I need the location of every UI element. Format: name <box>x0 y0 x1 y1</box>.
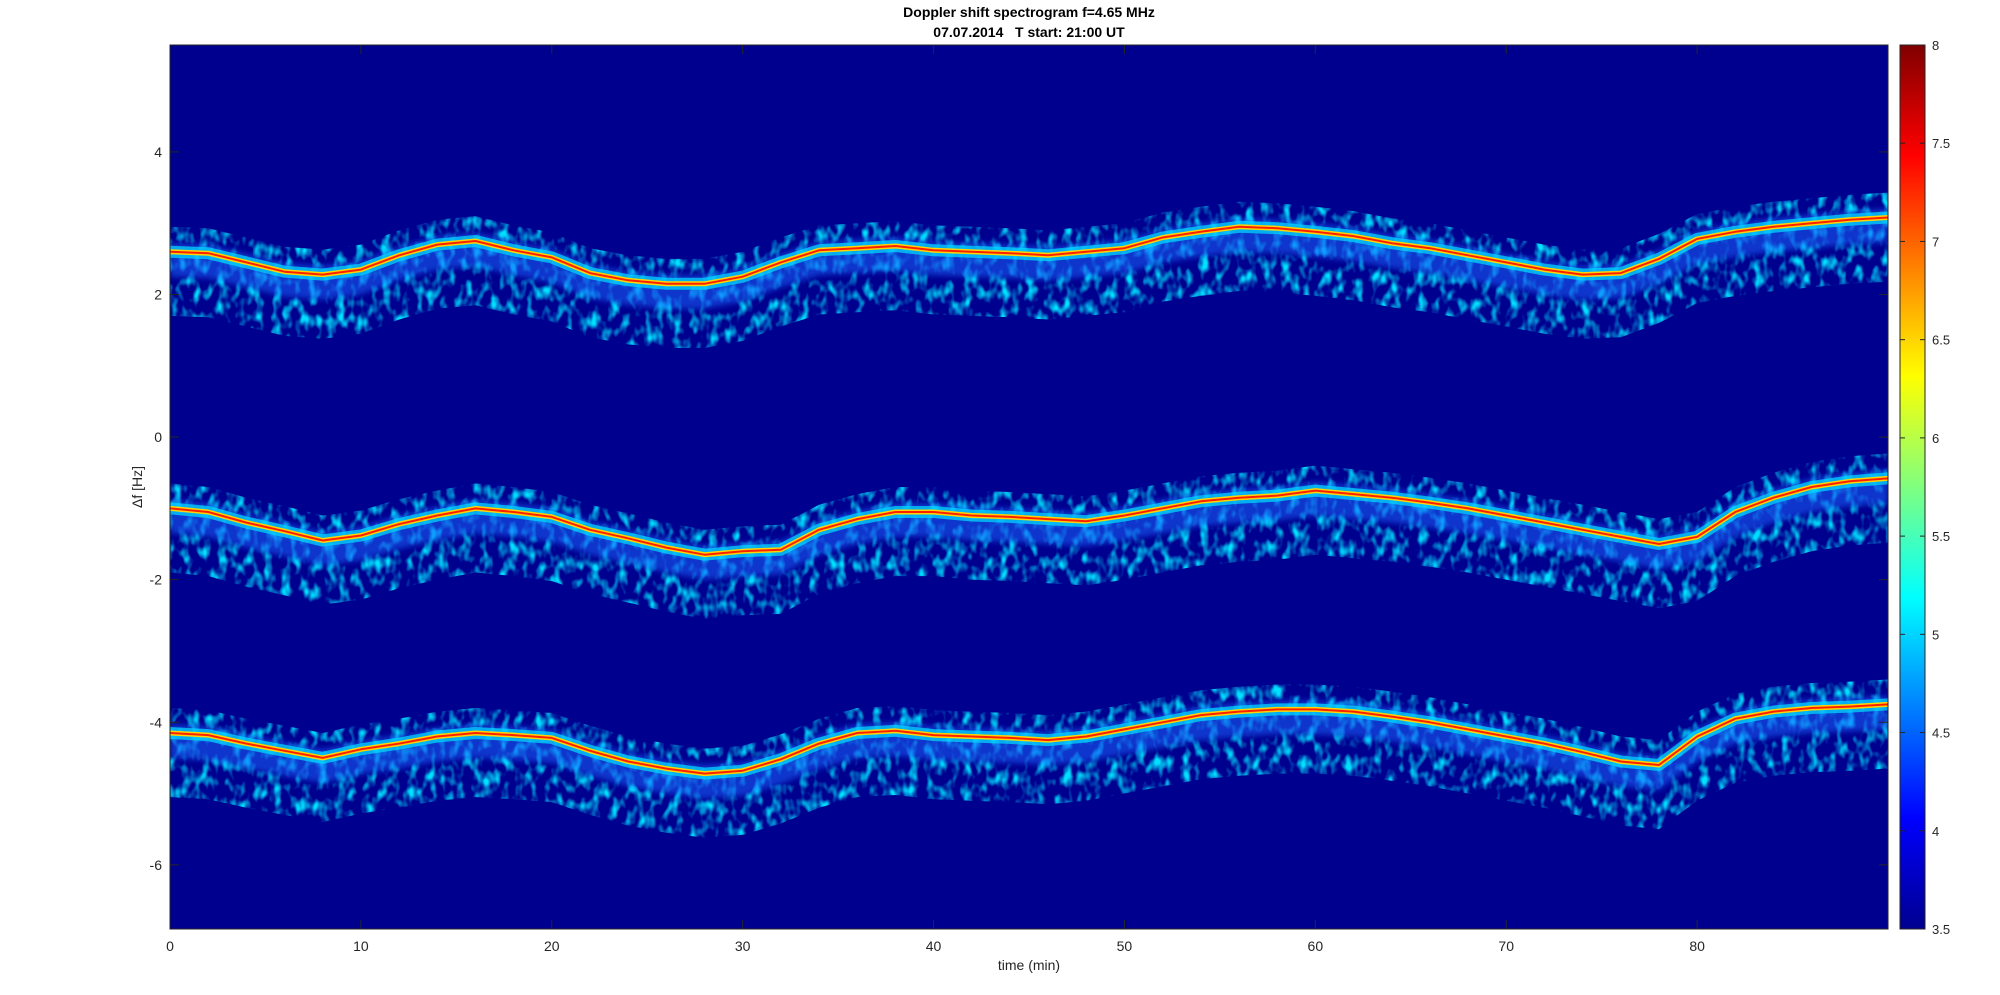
trace-1-halo <box>170 469 1888 580</box>
trace-2-peak <box>170 703 1888 775</box>
y-tick-label-1: -4 <box>150 714 163 730</box>
colorbar-tick-label-9: 8 <box>1932 38 1939 53</box>
chart-title: Doppler shift spectrogram f=4.65 MHz <box>903 4 1155 20</box>
y-tick-label-3: 0 <box>154 429 162 445</box>
colorbar-tick-label-5: 6 <box>1932 431 1939 446</box>
colorbar-tick-label-0: 3.5 <box>1932 922 1950 937</box>
x-axis: 0 10 20 30 40 50 60 70 80 <box>166 45 1705 954</box>
x-tick-label-3: 30 <box>735 938 751 954</box>
trace-0 <box>170 192 1888 348</box>
colorbar-axis: 3.5 4 4.5 5 5.5 6 6.5 7 7.5 8 <box>1900 38 1950 937</box>
colorbar-tick-label-7: 7 <box>1932 234 1939 249</box>
x-tick-label-1: 10 <box>353 938 369 954</box>
x-tick-label-5: 50 <box>1117 938 1133 954</box>
colorbar-tick-label-6: 6.5 <box>1932 333 1950 348</box>
x-tick-label-2: 20 <box>544 938 560 954</box>
colorbar <box>1899 44 1926 930</box>
x-tick-label-4: 40 <box>926 938 942 954</box>
y-tick-label-2: -2 <box>150 572 163 588</box>
x-tick-label-6: 60 <box>1308 938 1324 954</box>
colorbar-tick-label-8: 7.5 <box>1932 136 1950 151</box>
plot-frame <box>169 44 1889 930</box>
trace-0-peak <box>170 216 1888 285</box>
chart-subtitle: 07.07.2014 T start: 21:00 UT <box>933 24 1125 40</box>
y-axis-label: Δf [Hz] <box>129 466 145 508</box>
x-tick-label-7: 70 <box>1498 938 1514 954</box>
colorbar-tick-label-3: 5 <box>1932 627 1939 642</box>
y-tick-label-5: 4 <box>154 144 162 160</box>
x-tick-label-0: 0 <box>166 938 174 954</box>
colorbar-tick-label-2: 4.5 <box>1932 726 1950 741</box>
trace-1-peak <box>170 477 1888 556</box>
x-tick-label-8: 80 <box>1689 938 1705 954</box>
y-tick-label-0: -6 <box>150 857 163 873</box>
x-axis-label: time (min) <box>998 957 1060 973</box>
y-tick-label-4: 2 <box>154 287 162 303</box>
trace-1 <box>170 453 1888 619</box>
colorbar-tick-label-4: 5.5 <box>1932 529 1950 544</box>
spectral-traces <box>170 192 1888 838</box>
trace-2 <box>170 679 1888 838</box>
y-axis: -6 -4 -2 0 2 4 <box>150 144 1888 873</box>
colorbar-tick-label-1: 4 <box>1932 824 1939 839</box>
